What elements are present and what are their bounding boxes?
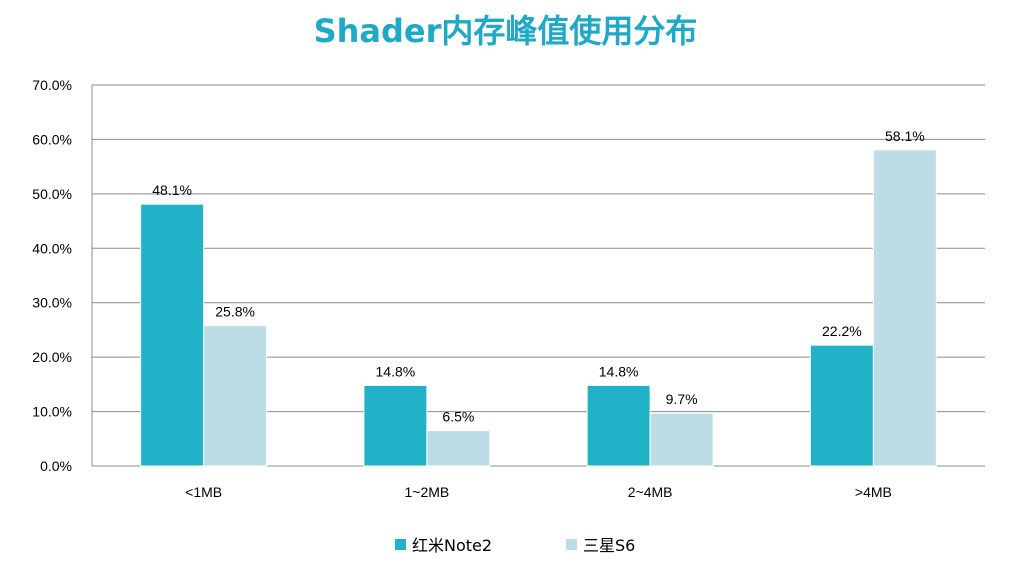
x-tick-label: >4MB [855, 484, 892, 500]
legend-item-series-2: 三星S6 [566, 532, 635, 556]
legend-swatch [395, 538, 406, 550]
bar-1 [363, 384, 428, 467]
y-tick-label: 20.0% [32, 349, 72, 365]
value-label: 6.5% [442, 409, 474, 425]
value-label: 9.7% [666, 391, 698, 407]
legend-swatch [566, 538, 577, 550]
value-labels: 48.1% 25.8% 14.8% 6.5% 14.8% 9.7% 22.2% 58.1% [152, 128, 924, 425]
legend-label: 红米Note2 [412, 536, 493, 555]
x-axis-labels: <1MB 1~2MB 2~4MB >4MB [185, 484, 892, 500]
value-label: 14.8% [599, 363, 639, 379]
y-tick-label: 10.0% [32, 404, 72, 420]
y-tick-label: 0.0% [40, 458, 72, 474]
value-label: 22.2% [822, 323, 862, 339]
bar-1 [809, 344, 874, 467]
y-tick-label: 30.0% [32, 295, 72, 311]
value-label: 25.8% [215, 304, 255, 320]
chart-title: Shader内存峰值使用分布 [313, 12, 698, 50]
x-tick-label: 2~4MB [628, 484, 673, 500]
value-label: 14.8% [376, 363, 416, 379]
legend-label: 三星S6 [583, 536, 636, 555]
y-tick-label: 60.0% [32, 131, 72, 147]
legend: 红米Note2 三星S6 [0, 532, 1011, 556]
bar-2 [426, 430, 491, 467]
value-label: 58.1% [885, 128, 925, 144]
y-axis-ticks: 0.0% 10.0% 20.0% 30.0% 40.0% 50.0% 60.0% 70.0% [32, 77, 72, 474]
y-tick-label: 50.0% [32, 186, 72, 202]
y-tick-label: 70.0% [32, 77, 72, 93]
bars [140, 149, 937, 467]
bar-1 [586, 384, 651, 467]
y-tick-label: 40.0% [32, 240, 72, 256]
bar-2 [872, 149, 937, 467]
bar-2 [203, 325, 268, 467]
x-tick-label: <1MB [185, 484, 222, 500]
bar-2 [649, 412, 714, 467]
legend-item-series-1: 红米Note2 [395, 532, 492, 556]
x-tick-label: 1~2MB [405, 484, 450, 500]
bar-1 [140, 203, 205, 467]
value-label: 48.1% [152, 182, 192, 198]
